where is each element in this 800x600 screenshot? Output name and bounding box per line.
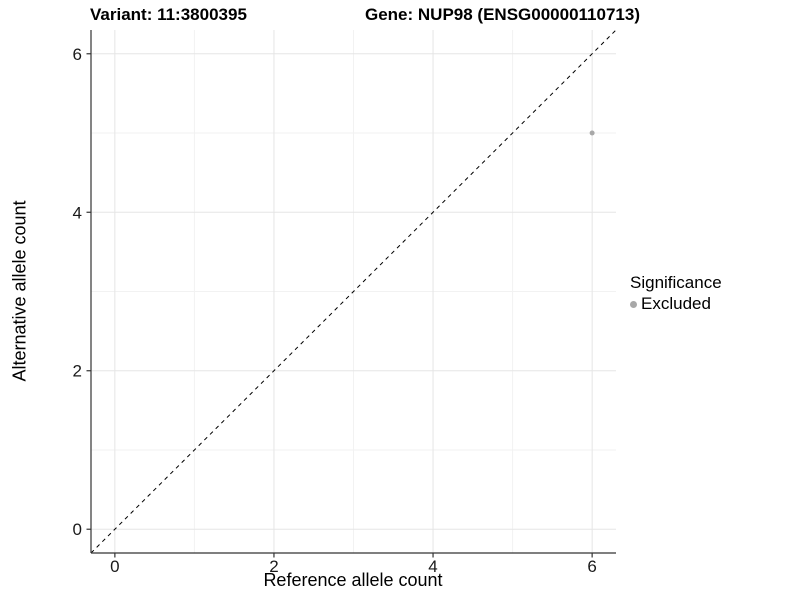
x-tick-label: 4 <box>428 557 437 576</box>
x-tick-label: 2 <box>269 557 278 576</box>
gene-title: Gene: NUP98 (ENSG00000110713) <box>365 5 640 24</box>
x-axis-title: Reference allele count <box>263 570 443 590</box>
identity-reference-line <box>90 29 617 554</box>
y-tick-label: 4 <box>73 203 82 222</box>
legend: Significance Excluded <box>630 273 722 314</box>
y-tick-label: 6 <box>73 45 82 64</box>
legend-item-excluded: Excluded <box>630 294 722 314</box>
variant-title: Variant: 11:3800395 <box>90 5 247 24</box>
y-tick-label: 2 <box>73 362 82 381</box>
y-tick-label: 0 <box>73 520 82 539</box>
data-point <box>589 130 595 136</box>
legend-title: Significance <box>630 273 722 292</box>
y-axis-title: Alternative allele count <box>9 200 30 382</box>
excluded-marker-icon <box>630 300 637 308</box>
legend-item-label: Excluded <box>641 294 711 313</box>
x-tick-label: 0 <box>110 557 119 576</box>
x-tick-label: 6 <box>587 557 596 576</box>
